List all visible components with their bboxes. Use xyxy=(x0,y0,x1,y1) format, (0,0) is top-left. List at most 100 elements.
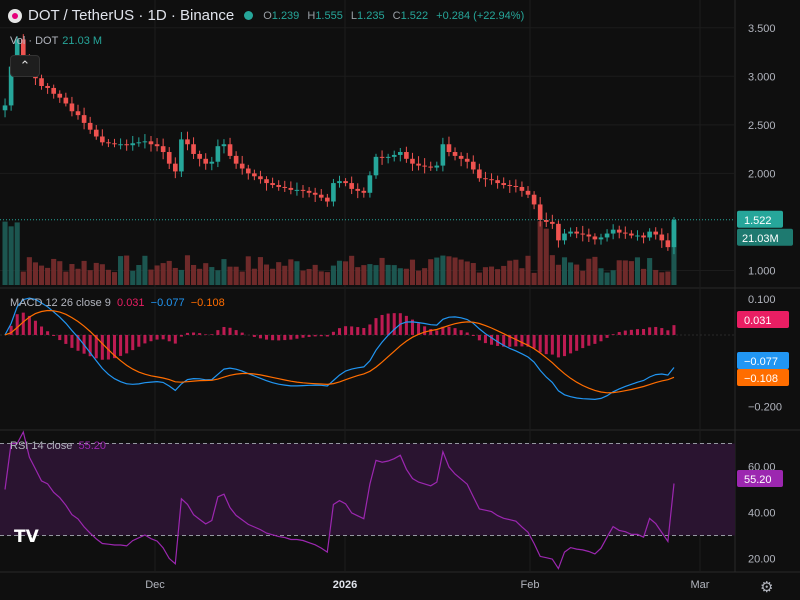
candle-body xyxy=(81,115,87,123)
change-value: +0.284 (+22.94%) xyxy=(436,9,525,22)
candle-body xyxy=(63,97,69,104)
volume-bar xyxy=(191,264,197,285)
candle-body xyxy=(562,233,567,241)
candle-body xyxy=(294,189,300,191)
volume-bar xyxy=(239,271,245,285)
volume-bar xyxy=(653,269,659,285)
volume-bar xyxy=(81,260,87,285)
volume-bar xyxy=(598,268,604,285)
volume-bar xyxy=(604,272,610,285)
time-tick-label: Dec xyxy=(145,579,165,591)
price-axis[interactable]: 3.500 3.000 2.500 2.000 1.000 1.522 21.03M xyxy=(737,23,793,278)
volume-bar xyxy=(561,257,568,285)
candle-body xyxy=(659,234,665,241)
candle-body xyxy=(20,39,26,59)
volume-bar xyxy=(422,268,428,285)
candle-body xyxy=(623,232,628,234)
rsi-tick-label: 40.00 xyxy=(748,508,776,520)
volume-bar xyxy=(215,270,221,285)
candle-body xyxy=(537,204,543,220)
volume-bar xyxy=(665,271,671,285)
volume-bar xyxy=(263,264,270,285)
rsi-legend[interactable]: RSI 14 close 55.20 xyxy=(10,440,107,452)
volume-bar xyxy=(488,266,495,285)
tradingview-logo-icon[interactable]: TV xyxy=(14,527,39,547)
symbol-header[interactable]: DOT / TetherUS · 1D · Binance O1.239 H1.… xyxy=(8,7,529,24)
volume-bar xyxy=(434,257,440,285)
volume-bar xyxy=(355,267,361,285)
volume-bar xyxy=(476,272,482,285)
candle-body xyxy=(604,233,610,238)
candle-body xyxy=(477,169,482,179)
candle-body xyxy=(616,229,622,233)
volume-bar xyxy=(525,255,531,285)
candle-body xyxy=(118,144,123,146)
volume-bar xyxy=(288,259,294,285)
candle-body xyxy=(501,183,506,186)
volume-legend[interactable]: Vol · DOT 21.03 M xyxy=(10,35,103,47)
candle-body xyxy=(343,181,348,184)
volume-bar xyxy=(26,257,32,285)
candle-body xyxy=(209,161,215,164)
macd-badge xyxy=(737,311,789,328)
candle-body xyxy=(385,156,391,158)
volume-bar xyxy=(513,259,519,285)
volume-bar xyxy=(641,268,647,285)
low-value: 1.235 xyxy=(357,9,385,22)
volume-bar xyxy=(501,265,507,285)
price-tick-label: 3.500 xyxy=(748,23,776,35)
market-status-icon xyxy=(244,11,254,20)
candle-body xyxy=(495,180,500,184)
candle-body xyxy=(148,141,154,145)
candle-body xyxy=(525,190,531,195)
volume-bar xyxy=(574,264,580,285)
time-tick-label: 2026 xyxy=(333,579,357,591)
rsi-badge xyxy=(737,470,783,487)
volume-bar xyxy=(324,272,330,285)
rsi-tick-label: 20.00 xyxy=(748,554,776,566)
time-tick-label: Feb xyxy=(521,579,540,591)
candle-body xyxy=(671,219,677,248)
price-tick-label: 3.000 xyxy=(748,71,776,83)
volume-bar xyxy=(628,261,634,285)
rsi-line xyxy=(4,430,675,570)
macd-line xyxy=(4,297,675,401)
candle-body xyxy=(215,146,221,162)
candle-body xyxy=(39,78,44,87)
collapse-legend-button[interactable]: ⌃ xyxy=(10,55,40,77)
candle-body xyxy=(598,237,604,240)
macd-line-value: −0.077 xyxy=(150,297,185,309)
time-axis[interactable]: Dec 2026 Feb Mar xyxy=(145,579,710,591)
volume-bar xyxy=(57,261,63,285)
candle-body xyxy=(8,66,14,106)
macd-legend[interactable]: MACD 12 26 close 9 0.031 −0.077 −0.108 xyxy=(10,297,225,309)
candle-body xyxy=(185,139,190,145)
volume-bar xyxy=(154,265,160,285)
candle-body xyxy=(580,233,586,235)
volume-bar xyxy=(519,268,525,285)
volume-bar xyxy=(172,267,178,285)
macd-badge-label: 0.031 xyxy=(744,315,772,327)
last-volume-label: 21.03M xyxy=(742,233,779,245)
last-price-label: 1.522 xyxy=(744,215,772,227)
symbol-title[interactable]: DOT / TetherUS · 1D · Binance xyxy=(28,7,235,24)
volume-bar xyxy=(622,260,628,285)
candle-body xyxy=(233,155,239,164)
volume-bar xyxy=(184,255,191,285)
volume-bar xyxy=(257,257,263,285)
candle-body xyxy=(100,136,105,143)
volume-bar xyxy=(586,258,592,285)
candle-body xyxy=(191,144,196,154)
volume-bar xyxy=(391,265,397,285)
candle-body xyxy=(282,186,288,188)
candle-body xyxy=(543,219,549,222)
gear-icon[interactable]: ⚙ xyxy=(760,579,774,596)
candle-body xyxy=(245,168,251,174)
candle-body xyxy=(173,163,178,172)
price-tick-label: 2.000 xyxy=(748,168,776,180)
candle-body xyxy=(14,39,20,67)
candle-body xyxy=(160,146,166,153)
last-volume-badge xyxy=(737,228,793,246)
volume-bar xyxy=(2,221,8,285)
